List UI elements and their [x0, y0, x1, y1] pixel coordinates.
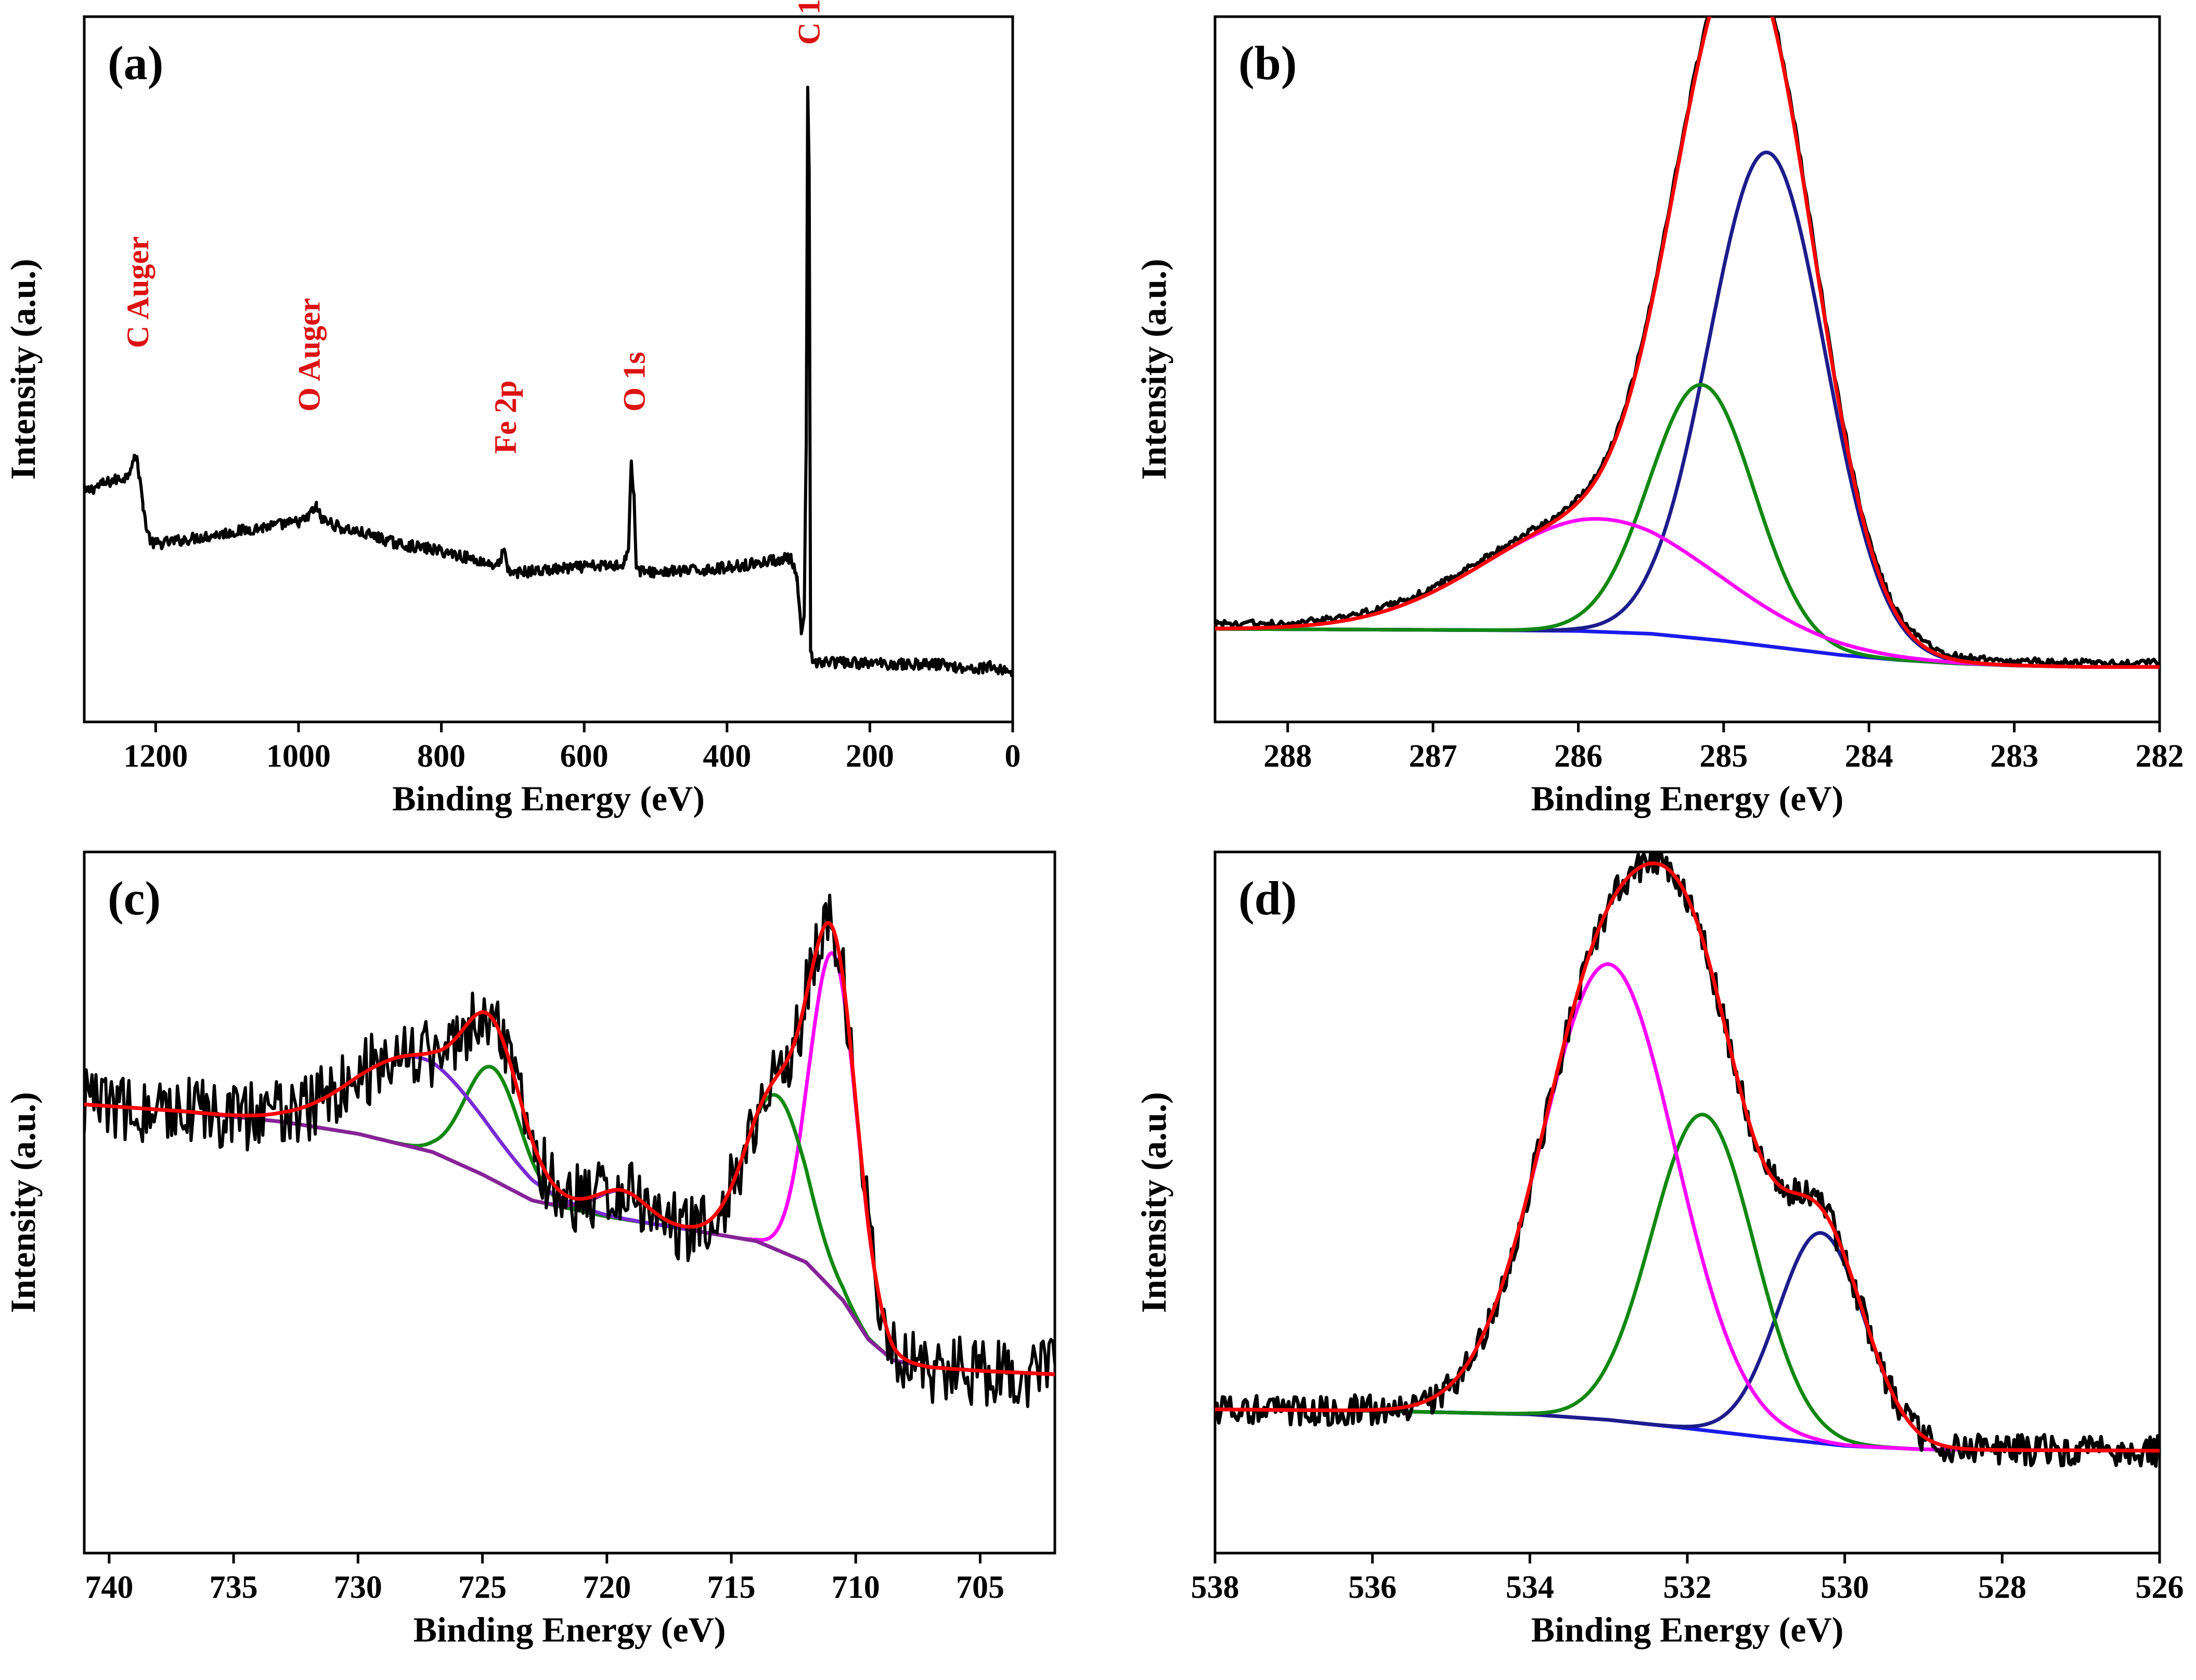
panel-d: 538 536 534 532 530 528 526 Binding Energy (eV)… — [1134, 850, 2184, 1649]
x-tick-label: 600 — [560, 739, 609, 774]
peak-annotation: C 1s — [792, 0, 826, 45]
x-tick-label: 200 — [846, 739, 894, 774]
series-envelope — [84, 921, 1055, 1376]
x-tick-label: 705 — [956, 1570, 1004, 1605]
x-tick-label: 536 — [1348, 1570, 1397, 1605]
series-experimental — [84, 894, 1055, 1408]
x-tick-label: 528 — [1978, 1570, 2026, 1605]
x-tick-label: 800 — [417, 739, 466, 774]
series-peak-284-7-ev — [1215, 150, 2160, 669]
plot-frame — [1213, 15, 2161, 723]
x-tick-label: 284 — [1845, 739, 1893, 774]
x-tick-label: 400 — [703, 739, 751, 774]
x-tick-label: 286 — [1554, 739, 1603, 774]
x-tick-label: 285 — [1699, 739, 1748, 774]
series-experimental — [1215, 17, 2160, 668]
x-tick-label: 735 — [210, 1570, 258, 1605]
panel-label: (b) — [1238, 36, 1297, 89]
x-axis-label: Binding Energy (eV) — [1531, 1610, 1844, 1649]
series-background — [84, 1102, 1055, 1376]
y-axis-label: Intensity (a.u.) — [3, 1092, 43, 1313]
peak-annotation: O Auger — [292, 298, 327, 411]
y-axis-label: Intensity (a.u.) — [3, 259, 43, 480]
x-tick-label: 538 — [1191, 1570, 1239, 1605]
panel-c: 740 735 730 725 720 715 710 705 Binding Energy (… — [3, 850, 1056, 1649]
x-tick-label: 0 — [1005, 739, 1021, 774]
x-tick-label: 1200 — [123, 739, 188, 774]
x-tick-label: 740 — [85, 1570, 133, 1605]
x-tick-label: 730 — [334, 1570, 382, 1605]
series-survey — [84, 85, 1013, 678]
x-tick-label: 526 — [2136, 1570, 2184, 1605]
x-tick-label: 287 — [1409, 739, 1457, 774]
panel-a: 1200 1000 800 600 400 200 0 Binding Energy (eV)… — [3, 0, 1021, 818]
peak-annotation: O 1s — [617, 352, 651, 411]
x-tick-label: 725 — [458, 1570, 507, 1605]
x-tick-label: 1000 — [266, 739, 331, 774]
x-tick-label: 534 — [1506, 1570, 1554, 1605]
y-axis-label: Intensity (a.u.) — [1134, 1092, 1173, 1313]
series-peak-285-9-ev — [1215, 517, 2160, 669]
panel-label: (c) — [108, 872, 161, 925]
x-tick-label: 288 — [1263, 739, 1312, 774]
x-axis-label: Binding Energy (eV) — [1531, 779, 1844, 818]
x-tick-label: 710 — [832, 1570, 880, 1605]
peak-annotation: Fe 2p — [488, 380, 523, 454]
x-axis-label: Binding Energy (eV) — [414, 1610, 726, 1649]
series-experimental — [1215, 852, 2160, 1468]
x-axis-label: Binding Energy (eV) — [392, 779, 705, 818]
series-peak-710-9-ev — [84, 951, 1055, 1376]
series-envelope — [1215, 17, 2160, 669]
panel-b: 288 287 286 285 284 283 282 Binding Energy (eV)… — [1134, 15, 2184, 818]
x-tick-label: 715 — [707, 1570, 756, 1605]
peak-annotation: C Auger — [121, 236, 155, 348]
series-envelope — [1215, 861, 2160, 1453]
y-axis-label: Intensity (a.u.) — [1134, 259, 1173, 480]
panel-label: (a) — [108, 36, 163, 89]
series-peak-713-2-ev — [84, 1093, 1055, 1376]
series-peak-533-0-ev — [1215, 962, 2160, 1453]
x-tick-label: 530 — [1820, 1570, 1869, 1605]
x-tick-label: 720 — [583, 1570, 631, 1605]
series-peak-285-2-ev — [1215, 383, 2160, 669]
x-tick-label: 283 — [1990, 739, 2038, 774]
plot-frame — [83, 850, 1056, 1555]
x-tick-label: 532 — [1663, 1570, 1712, 1605]
x-tick-label: 282 — [2136, 739, 2184, 774]
plot-frame — [83, 15, 1014, 723]
panel-label: (d) — [1238, 872, 1297, 925]
series-peak-719-3-ev — [84, 1102, 1055, 1376]
